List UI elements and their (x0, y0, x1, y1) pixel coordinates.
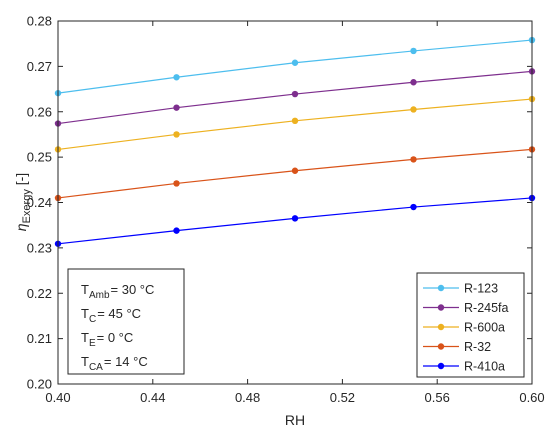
y-tick-label: 0.25 (27, 150, 52, 165)
y-tick-label: 0.27 (27, 59, 52, 74)
legend-marker (437, 362, 445, 370)
y-tick-label: 0.28 (27, 14, 52, 29)
legend-label: R-410a (464, 360, 505, 374)
legend-label: R-123 (464, 282, 498, 296)
legend-item-r-245fa: R-245fa (423, 301, 509, 315)
x-tick-label: 0.52 (330, 390, 355, 405)
legend-frame (416, 272, 525, 378)
legend-marker (437, 343, 445, 350)
y-axis-title-sub: Exergy (21, 189, 33, 224)
legend-label: R-245fa (464, 301, 509, 315)
legend-marker (437, 323, 445, 331)
data-point-r-600a (173, 131, 180, 138)
y-tick-label: 0.21 (27, 331, 52, 346)
data-point-r-600a (410, 106, 417, 113)
legend-item-r-32: R-32 (423, 340, 491, 354)
x-axis-title: RH (285, 412, 305, 428)
y-tick-label: 0.22 (27, 286, 52, 301)
data-point-r-600a (291, 117, 299, 125)
x-tick-label: 0.40 (45, 390, 70, 405)
condition-t-c: TC= 45 °C (81, 306, 141, 325)
legend-label: R-600a (464, 321, 505, 335)
x-axis: 0.40 0.44 0.48 0.52 0.56 0.60 (45, 21, 545, 405)
x-tick-label: 0.60 (519, 390, 544, 405)
y-tick-label: 0.24 (27, 195, 52, 210)
x-tick-label: 0.48 (235, 390, 260, 405)
legend: R-123 R-245fa R-600a R-32 R-410a (416, 272, 525, 378)
condition-t-amb: TAmb= 30 °C (81, 282, 154, 301)
data-point-r-123 (173, 74, 180, 81)
legend-marker (437, 304, 445, 311)
legend-item-r-410a: R-410a (423, 360, 505, 374)
data-point-r-32 (291, 167, 299, 174)
data-point-r-245fa (291, 90, 299, 98)
y-axis-title-suffix: [-] (13, 173, 29, 189)
data-point-r-123 (291, 59, 299, 66)
y-axis-title-main: η (13, 223, 29, 231)
x-tick-label: 0.44 (140, 390, 165, 405)
series-r-123 (54, 36, 536, 97)
data-point-r-245fa (173, 104, 180, 111)
data-point-r-410a (173, 227, 180, 234)
legend-item-r-123: R-123 (423, 282, 498, 296)
data-point-r-32 (410, 156, 417, 163)
conditions-frame (67, 268, 185, 375)
data-point-r-245fa (410, 79, 417, 86)
data-point-r-410a (291, 215, 299, 222)
legend-marker (437, 284, 445, 292)
y-tick-label: 0.23 (27, 240, 52, 255)
data-point-r-123 (410, 47, 417, 55)
y-axis-title: ηExergy [-] (13, 173, 33, 231)
condition-t-ca: TCA= 14 °C (81, 354, 148, 373)
legend-items: R-123 R-245fa R-600a R-32 R-410a (423, 282, 509, 374)
y-tick-label: 0.20 (27, 377, 52, 392)
legend-label: R-32 (464, 340, 491, 354)
y-axis: 0.20 0.21 0.22 0.23 0.24 0.25 0.26 0.27 0.28 (27, 14, 532, 392)
y-tick-label: 0.26 (27, 104, 52, 119)
x-tick-label: 0.56 (425, 390, 450, 405)
series-r-410a (54, 194, 536, 247)
data-point-r-32 (173, 180, 180, 187)
data-point-r-410a (410, 203, 417, 211)
condition-t-e: TE= 0 °C (81, 330, 133, 349)
conditions-box: TAmb= 30 °C TC= 45 °C TE= 0 °C TCA= 14 °… (67, 268, 185, 375)
legend-item-r-600a: R-600a (423, 321, 505, 335)
